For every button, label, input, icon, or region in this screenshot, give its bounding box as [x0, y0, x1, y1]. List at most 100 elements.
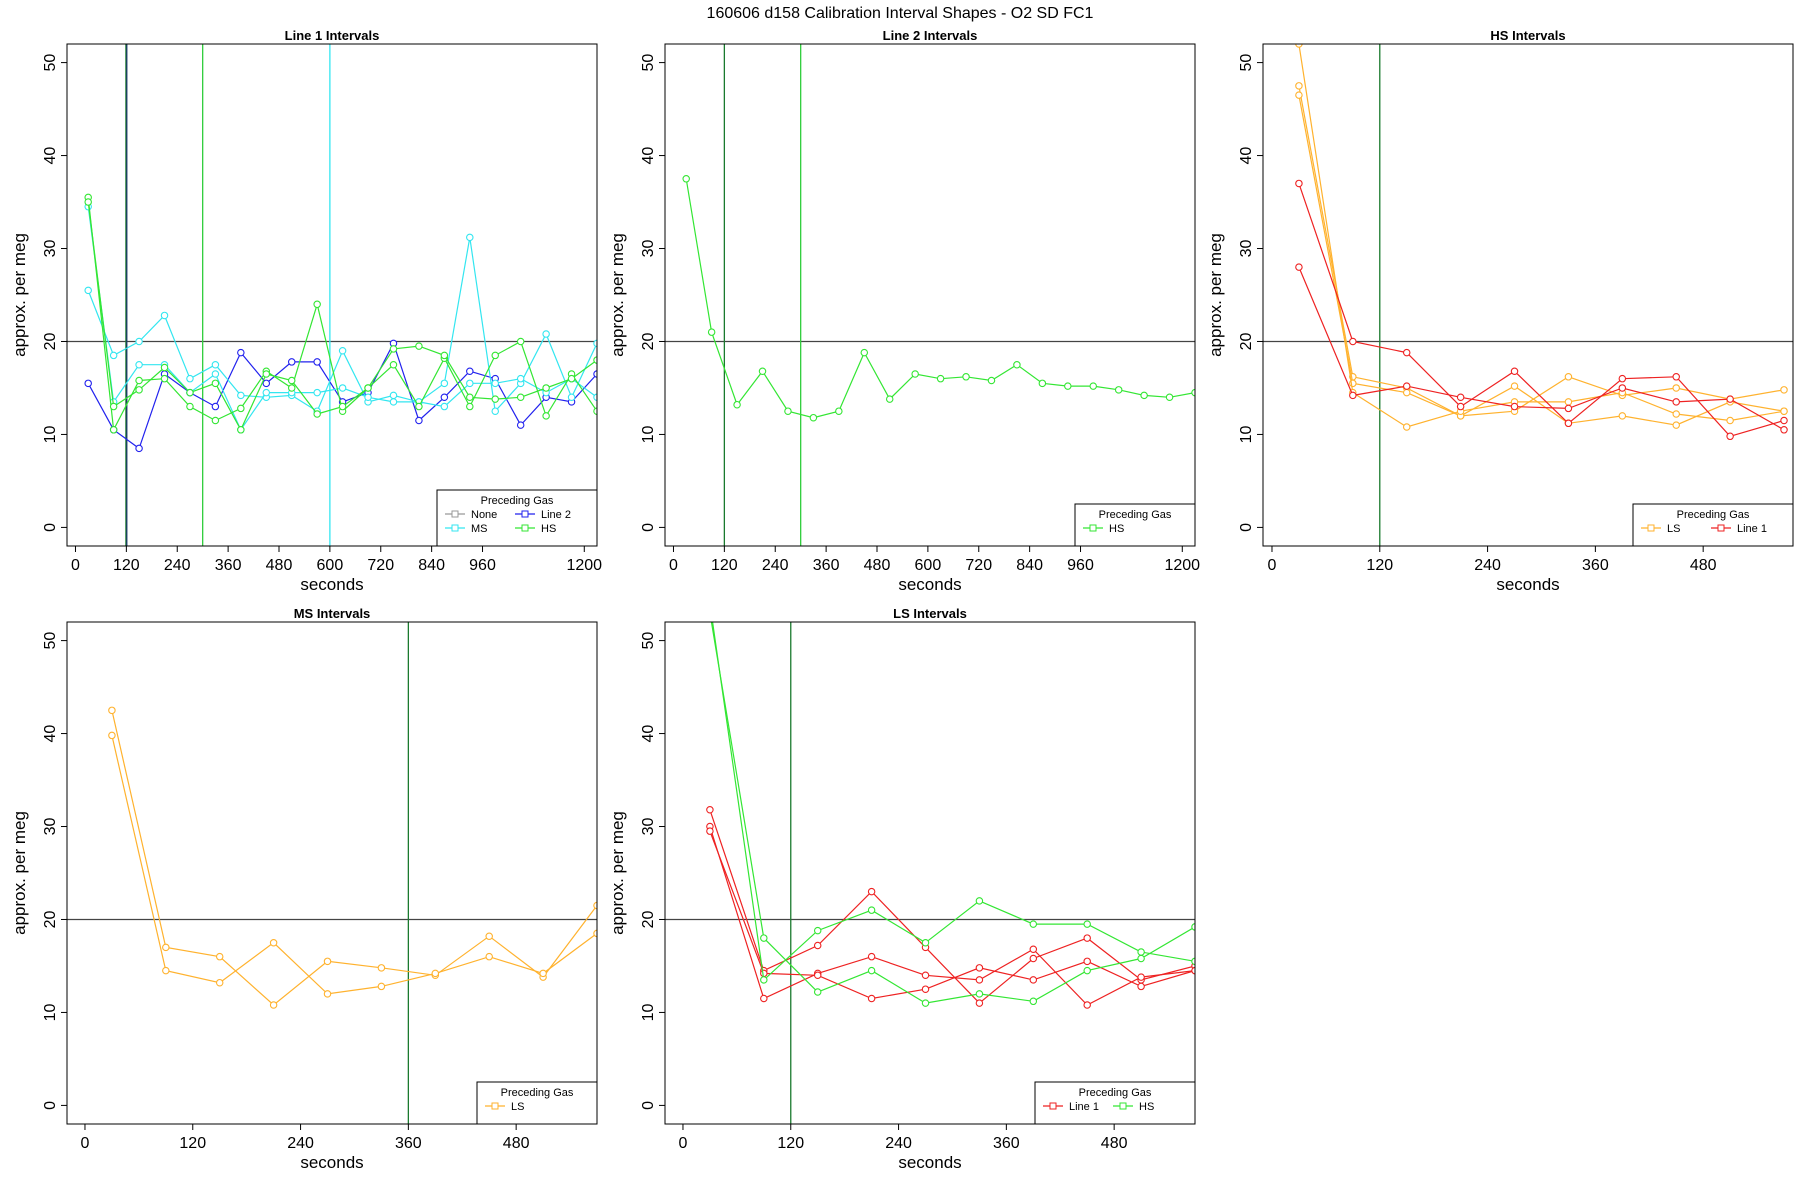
data-point — [1456, 402, 1465, 411]
data-point — [1137, 982, 1145, 991]
data-point — [186, 374, 194, 383]
data-point — [921, 938, 930, 947]
series-hs — [711, 622, 1195, 984]
data-point — [1083, 966, 1091, 975]
x-tick-label: 360 — [813, 557, 840, 574]
data-point — [1191, 388, 1195, 397]
legend-label: Line 1 — [1069, 1101, 1099, 1113]
data-point — [135, 444, 143, 453]
data-point — [135, 376, 143, 385]
data-point — [364, 384, 372, 392]
legend-item: HS — [1113, 1101, 1154, 1113]
data-point — [542, 412, 550, 420]
data-point — [975, 976, 984, 984]
x-tick-label: 120 — [777, 1135, 804, 1152]
data-point — [885, 395, 894, 403]
series-hs — [84, 198, 597, 434]
y-tick-label: 10 — [640, 425, 657, 443]
legend-swatch-mark — [451, 510, 459, 518]
y-tick-label: 0 — [42, 523, 59, 532]
data-point — [1038, 379, 1047, 388]
x-axis: 0 120 240 360 480 seconds — [81, 1124, 530, 1172]
data-point — [813, 971, 822, 980]
data-point — [707, 610, 713, 616]
data-point — [1780, 426, 1788, 434]
panel-hs: HS Intervals 0 120 240 360 480 seconds 0 10 20 30 4… — [1206, 28, 1794, 594]
data-point — [338, 347, 347, 355]
data-point — [911, 370, 919, 378]
data-point — [733, 400, 741, 409]
y-axis: 0 10 20 30 40 50 approx. per meg — [1206, 54, 1263, 532]
data-point — [975, 990, 984, 998]
data-point — [1137, 973, 1145, 981]
data-point — [867, 994, 876, 1003]
legend-swatch-mark — [1717, 524, 1725, 532]
y-tick-label: 20 — [42, 332, 59, 350]
series-line — [710, 622, 1195, 1004]
data-point — [1618, 384, 1627, 392]
panel-line2: Line 2 Intervals 0 120 240 360 480 600 720 840 96… — [608, 28, 1200, 594]
series-line — [1298, 183, 1785, 437]
plot-frame — [664, 43, 1196, 547]
legend-swatch-mark — [1647, 524, 1655, 532]
panel-title: Line 1 Intervals — [285, 28, 380, 43]
x-tick-label: 120 — [113, 557, 140, 574]
y-tick-label: 20 — [42, 910, 59, 928]
panel-title: MS Intervals — [294, 606, 371, 621]
data-point — [835, 407, 843, 415]
data-point — [491, 395, 499, 403]
y-tick-label: 10 — [1238, 425, 1255, 443]
data-point — [323, 990, 332, 998]
series-line-2 — [84, 339, 597, 453]
series-line — [1298, 85, 1785, 417]
legend-item: Line 1 — [1711, 523, 1767, 535]
x-tick-label: 720 — [965, 557, 992, 574]
data-point — [1402, 348, 1411, 357]
data-point — [542, 330, 550, 338]
y-tick-label: 30 — [42, 240, 59, 258]
data-point — [160, 374, 169, 383]
legend-title: Preceding Gas — [1099, 509, 1172, 521]
x-tick-label: 840 — [418, 557, 445, 574]
legend-label: HS — [541, 523, 556, 535]
data-point — [1672, 384, 1680, 392]
x-tick-label: 240 — [287, 1135, 314, 1152]
data-point — [109, 426, 118, 434]
plot-frame — [66, 621, 598, 1125]
y-tick-label: 30 — [42, 818, 59, 836]
data-point — [389, 360, 398, 369]
series-line — [1298, 94, 1785, 426]
data-point — [760, 994, 768, 1003]
data-point — [162, 966, 170, 975]
y-tick-label: 0 — [42, 1101, 59, 1110]
plot-area — [1263, 44, 1793, 546]
y-axis: 0 10 20 30 40 50 approx. per meg — [608, 632, 665, 1110]
y-tick-label: 10 — [640, 1003, 657, 1021]
data-point — [338, 384, 347, 392]
data-point — [269, 938, 278, 947]
x-tick-label: 840 — [1016, 557, 1043, 574]
y-tick-label: 0 — [1238, 523, 1255, 532]
data-point — [936, 374, 945, 383]
data-point — [1726, 395, 1734, 403]
data-point — [975, 897, 984, 905]
data-point — [567, 374, 576, 383]
legend-item: HS — [515, 523, 556, 535]
data-point — [211, 370, 220, 378]
y-tick-label: 40 — [1238, 147, 1255, 165]
legend-item: Line 2 — [515, 509, 571, 521]
data-point — [84, 198, 92, 206]
y-axis-label: approx. per meg — [608, 233, 627, 357]
data-point — [860, 348, 869, 357]
data-point — [211, 379, 220, 388]
data-point — [491, 407, 499, 415]
figure-title: 160606 d158 Calibration Interval Shapes … — [707, 5, 1094, 22]
legend-item: HS — [1083, 523, 1124, 535]
series-line — [1298, 266, 1785, 431]
data-point — [1780, 416, 1788, 425]
data-point — [1029, 954, 1038, 963]
x-tick-label: 240 — [762, 557, 789, 574]
data-point — [287, 384, 296, 392]
data-point — [1564, 398, 1573, 406]
x-axis-label: seconds — [898, 1153, 961, 1172]
